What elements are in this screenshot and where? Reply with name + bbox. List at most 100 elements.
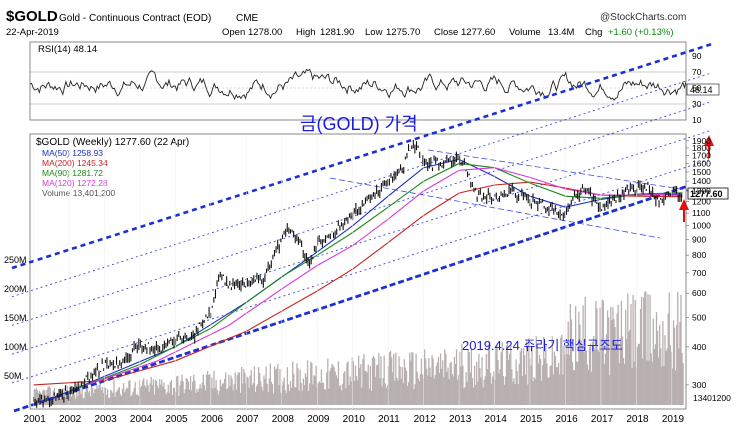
volume-bar [198, 388, 200, 405]
volume-bar [132, 391, 134, 405]
volume-bar [350, 381, 352, 405]
volume-bar [599, 307, 601, 405]
volume-bar [571, 362, 574, 405]
volume-bar [586, 364, 589, 405]
volume-bar [189, 376, 192, 405]
volume-bar [366, 372, 368, 405]
volume-bar [564, 354, 566, 405]
volume-bar [506, 340, 509, 405]
volume-bar [612, 307, 614, 405]
volume-bar [86, 384, 89, 405]
x-tick-label: 2013 [449, 414, 472, 425]
legend-ma50: MA(50) 1258.93 [42, 148, 103, 158]
volume-bar [64, 388, 66, 405]
volume-bar [671, 368, 674, 405]
volume-bar [538, 354, 541, 405]
volume-bar [469, 372, 471, 405]
volume-bar [344, 371, 346, 405]
volume-bar [160, 384, 162, 405]
volume-bar [653, 349, 656, 405]
rsi-tick-label: 90 [692, 51, 702, 61]
brand-label: @StockCharts.com [600, 12, 686, 23]
volume-bar [215, 380, 217, 405]
volume-bar [146, 379, 148, 405]
volume-bar [404, 367, 407, 405]
volume-bar [463, 388, 465, 405]
volume-bar [582, 305, 584, 405]
volume-bar [528, 338, 530, 405]
volume-bar [266, 383, 268, 405]
volume-bar [503, 384, 506, 405]
volume-bar [73, 394, 76, 405]
price-tick-label: 600 [692, 288, 706, 298]
volume-bar [349, 376, 351, 405]
volume-bar [352, 361, 354, 405]
volume-bar [439, 353, 442, 405]
volume-bar [322, 382, 325, 405]
volume-bar [630, 304, 632, 405]
volume-bar [68, 396, 70, 405]
volume-bar [657, 357, 660, 405]
volume-bar [487, 344, 490, 405]
volume-bar [72, 387, 75, 405]
price-tick-label: 1000 [692, 221, 711, 231]
volume-bar [138, 380, 141, 405]
annotation-note: 2019.4.24 쥬라기 핵심구조도 [462, 338, 623, 353]
x-tick-label: 2006 [201, 414, 224, 425]
volume-bar [407, 382, 410, 405]
volume-bar [512, 381, 514, 405]
volume-bar [446, 371, 448, 405]
volume-bar [102, 392, 104, 405]
volume-bar [229, 386, 231, 405]
volume-bar [221, 383, 224, 405]
volume-bar [118, 386, 120, 405]
volume-bar [498, 373, 500, 405]
volume-bar [60, 399, 62, 405]
volume-bar [133, 387, 135, 405]
volume-bar [644, 291, 646, 405]
volume-bar [385, 388, 387, 405]
volume-bar [56, 395, 59, 405]
volume-bar [151, 385, 153, 405]
volume-bar [539, 358, 542, 405]
volume-bar [256, 384, 259, 405]
volume-bar [203, 385, 206, 405]
volume-bar [639, 309, 642, 405]
volume-bar [456, 379, 459, 405]
volume-bar [421, 374, 424, 405]
volume-bar [286, 367, 289, 405]
volume-bar [200, 388, 202, 405]
volume-bar [601, 299, 603, 405]
volume-bar [660, 348, 662, 405]
volume-bar [445, 353, 447, 405]
volume-bar [272, 393, 275, 405]
rsi-line [30, 68, 686, 101]
volume-bar [382, 378, 384, 405]
volume-bar [313, 375, 315, 405]
volume-bar [270, 381, 273, 405]
x-tick-label: 2001 [24, 414, 47, 425]
price-tick-label: 500 [692, 312, 706, 322]
volume-bar [526, 340, 528, 405]
volume-bar [626, 339, 628, 405]
volume-bar [402, 383, 404, 405]
volume-bar [372, 355, 375, 405]
volume-bar [371, 357, 374, 405]
volume-bar [181, 374, 183, 405]
volume-bar [319, 383, 322, 405]
volume-bar [647, 294, 649, 405]
volume-bar [101, 387, 103, 405]
volume-bar [231, 378, 233, 405]
volume-bar [340, 390, 343, 405]
volume-bar [269, 363, 272, 405]
price-tick-label: 1100 [692, 208, 711, 218]
volume-bar [645, 291, 647, 405]
volume-bar [129, 379, 131, 405]
volume-bar [666, 348, 668, 405]
volume-bar [454, 364, 457, 405]
volume-bar [557, 362, 560, 405]
volume-bar [388, 352, 391, 405]
volume-bar [567, 321, 569, 405]
volume-bar [162, 386, 164, 405]
volume-bar [625, 309, 627, 405]
